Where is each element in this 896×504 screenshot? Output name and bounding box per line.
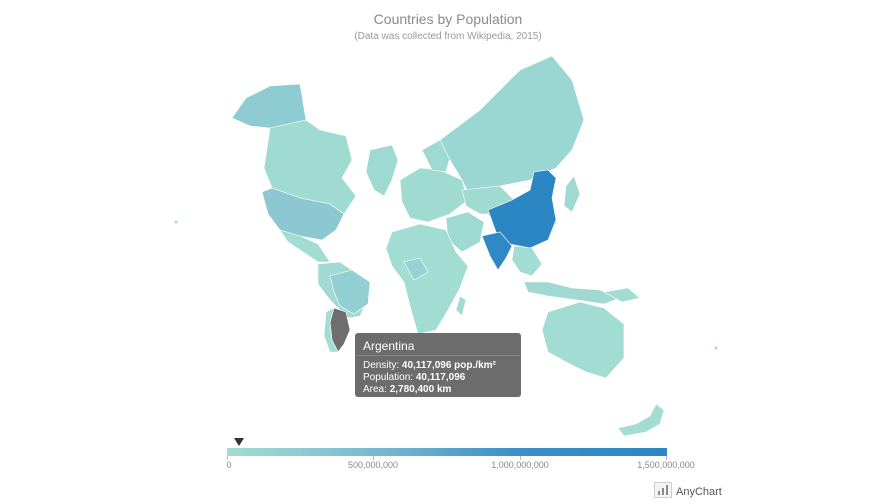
legend-tick <box>227 456 228 460</box>
region-africa[interactable] <box>385 223 469 335</box>
region-europe[interactable] <box>399 167 469 223</box>
credits[interactable]: AnyChart <box>654 482 722 498</box>
anychart-logo-icon <box>654 482 672 498</box>
tooltip-title: Argentina <box>363 339 415 353</box>
region-russia[interactable] <box>439 55 585 197</box>
region-madagascar[interactable] <box>455 295 467 317</box>
region-greenland[interactable] <box>365 144 399 197</box>
legend-tick <box>520 456 521 460</box>
island-small <box>714 346 718 350</box>
tooltip-area-row: Area: 2,780,400 km <box>363 384 451 395</box>
region-japan[interactable] <box>563 175 581 213</box>
tooltip-population-row: Population: 40,117,096 <box>363 372 465 383</box>
tooltip-density-row: Density: 40,117,096 pop./km² <box>363 360 496 371</box>
tooltip: Argentina Density: 40,117,096 pop./km² P… <box>355 333 521 397</box>
tooltip-population-label: Population: <box>363 372 416 383</box>
legend-tick <box>373 456 374 460</box>
region-australia[interactable] <box>541 301 625 379</box>
legend-label-1b: 1,000,000,000 <box>491 460 549 470</box>
color-range-bar[interactable] <box>227 448 667 456</box>
region-papua[interactable] <box>603 287 641 303</box>
region-usa[interactable] <box>261 187 345 241</box>
region-new-zealand[interactable] <box>617 403 665 437</box>
region-southeast-asia[interactable] <box>511 245 543 277</box>
legend-marker <box>233 438 244 446</box>
region-india[interactable] <box>481 231 513 271</box>
tooltip-population-value: 40,117,096 <box>415 372 466 383</box>
tooltip-separator <box>355 355 521 356</box>
legend-label-500m: 500,000,000 <box>347 460 399 470</box>
region-central-america[interactable] <box>279 229 331 263</box>
tooltip-density-value: 40,117,096 pop./km² <box>401 360 496 371</box>
region-chile[interactable] <box>323 307 339 353</box>
legend-ticks <box>0 456 896 462</box>
credits-label: AnyChart <box>676 486 722 498</box>
tooltip-density-label: Density: <box>363 360 402 371</box>
tooltip-area-value: 2,780,400 km <box>389 384 452 395</box>
region-indonesia[interactable] <box>523 281 621 305</box>
region-west-africa[interactable] <box>403 257 429 281</box>
chart-title: Countries by Population <box>373 11 523 27</box>
tooltip-area-label: Area: <box>363 384 390 395</box>
region-brazil[interactable] <box>329 269 371 315</box>
legend-tick <box>666 456 667 460</box>
island-small <box>174 220 178 224</box>
legend-label-0: 0 <box>226 460 232 470</box>
legend-label-1-5b: 1,500,000,000 <box>637 460 695 470</box>
chart-subtitle: (Data was collected from Wikipedia, 2015… <box>354 31 542 42</box>
